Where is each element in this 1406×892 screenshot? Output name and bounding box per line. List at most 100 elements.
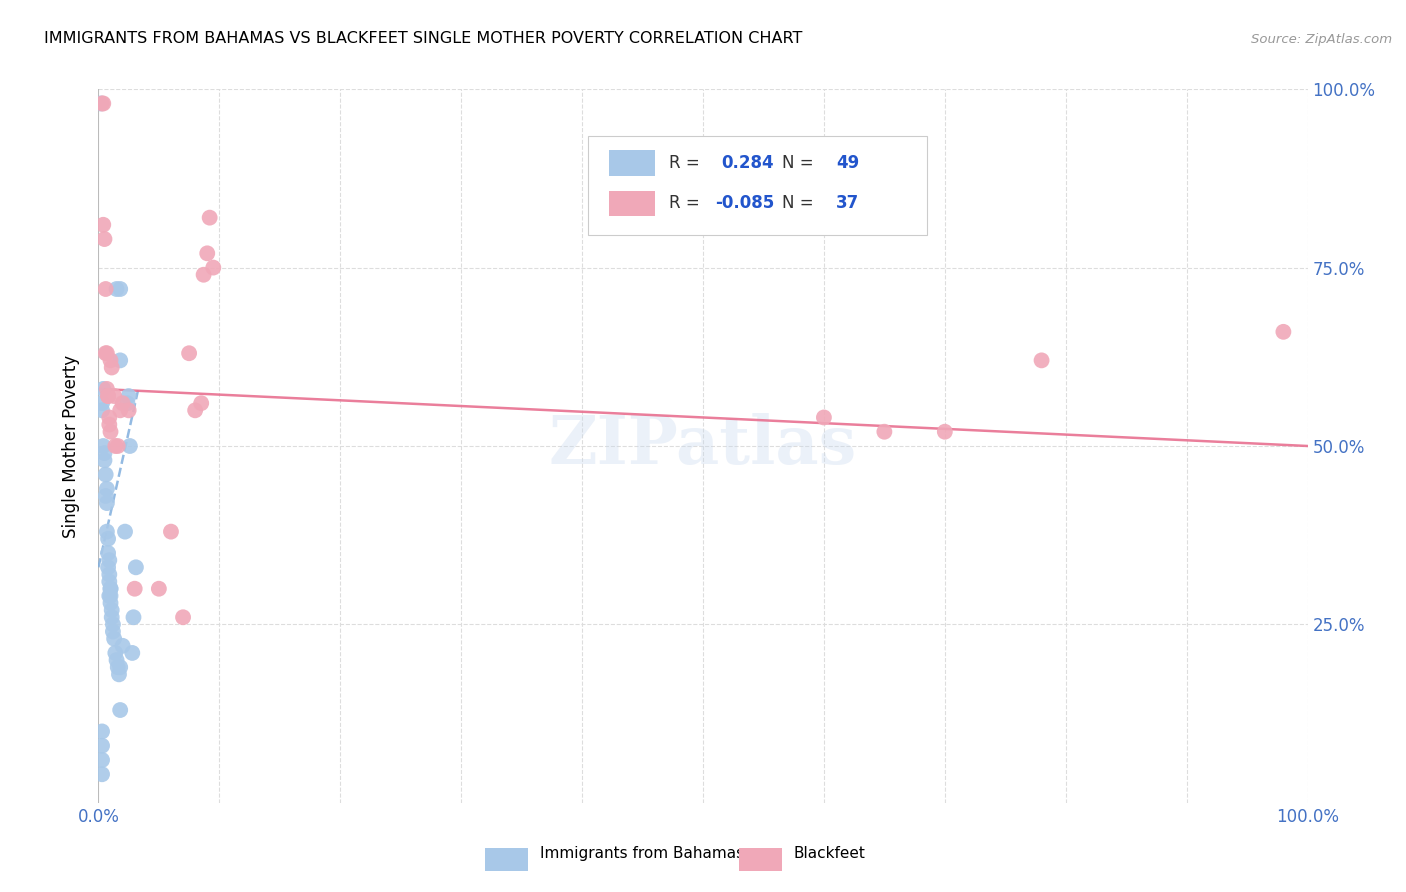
Point <box>97 560 120 574</box>
Point <box>100 425 122 439</box>
Point <box>104 646 127 660</box>
Point <box>91 439 114 453</box>
Point <box>107 439 129 453</box>
Point <box>98 553 121 567</box>
Point <box>94 346 117 360</box>
Point <box>100 582 122 596</box>
Point <box>100 582 122 596</box>
Point <box>93 446 115 460</box>
Point <box>98 574 121 589</box>
Point <box>172 610 194 624</box>
Point <box>100 589 122 603</box>
Point <box>103 632 125 646</box>
Point <box>97 389 120 403</box>
Point <box>108 660 131 674</box>
Point <box>108 703 131 717</box>
Point <box>98 410 121 425</box>
Point <box>96 382 118 396</box>
Point <box>108 403 131 417</box>
Point <box>202 260 225 275</box>
Point <box>190 396 212 410</box>
Point <box>97 532 120 546</box>
Text: ZIPatlas: ZIPatlas <box>548 414 858 478</box>
Point <box>91 767 114 781</box>
FancyBboxPatch shape <box>609 191 655 216</box>
Point <box>91 396 114 410</box>
Text: N =: N = <box>782 153 818 171</box>
Point <box>93 453 115 467</box>
Point <box>105 653 128 667</box>
Point <box>98 567 121 582</box>
Point <box>114 524 136 539</box>
Point <box>96 496 118 510</box>
Point <box>195 246 218 260</box>
Point <box>96 346 118 360</box>
Point <box>118 439 141 453</box>
Point <box>160 524 183 539</box>
Point <box>94 489 117 503</box>
Point <box>121 646 143 660</box>
Text: Immigrants from Bahamas: Immigrants from Bahamas <box>540 846 744 861</box>
Y-axis label: Single Mother Poverty: Single Mother Poverty <box>62 354 80 538</box>
Point <box>111 396 134 410</box>
Point <box>122 610 145 624</box>
FancyBboxPatch shape <box>740 847 782 871</box>
Point <box>100 353 122 368</box>
Point <box>198 211 221 225</box>
Point <box>934 425 956 439</box>
Point <box>100 596 122 610</box>
Point <box>124 582 146 596</box>
Point <box>108 282 131 296</box>
Point <box>148 582 170 596</box>
Text: 37: 37 <box>837 194 859 212</box>
Point <box>91 753 114 767</box>
Point <box>108 353 131 368</box>
Text: -0.085: -0.085 <box>716 194 775 212</box>
Text: 0.284: 0.284 <box>721 153 773 171</box>
Text: IMMIGRANTS FROM BAHAMAS VS BLACKFEET SINGLE MOTHER POVERTY CORRELATION CHART: IMMIGRANTS FROM BAHAMAS VS BLACKFEET SIN… <box>44 31 803 46</box>
Point <box>813 410 835 425</box>
Point <box>91 96 114 111</box>
Point <box>96 524 118 539</box>
Point <box>91 403 114 417</box>
Point <box>107 660 129 674</box>
Point <box>90 96 112 111</box>
Point <box>100 610 122 624</box>
Text: R =: R = <box>669 194 706 212</box>
Text: N =: N = <box>782 194 818 212</box>
Point <box>1031 353 1053 368</box>
Point <box>100 360 122 375</box>
FancyBboxPatch shape <box>485 847 527 871</box>
Point <box>105 282 128 296</box>
Point <box>108 667 131 681</box>
Point <box>184 403 207 417</box>
Point <box>91 382 114 396</box>
Point <box>117 396 139 410</box>
Text: 49: 49 <box>837 153 859 171</box>
Point <box>101 624 124 639</box>
Point <box>101 617 124 632</box>
Point <box>97 546 120 560</box>
Point <box>118 389 141 403</box>
Point <box>103 389 125 403</box>
Point <box>97 389 120 403</box>
FancyBboxPatch shape <box>588 136 927 235</box>
Point <box>98 589 121 603</box>
Point <box>118 403 141 417</box>
Point <box>104 439 127 453</box>
Point <box>179 346 201 360</box>
Point <box>91 724 114 739</box>
Text: R =: R = <box>669 153 706 171</box>
Point <box>1272 325 1295 339</box>
Point <box>873 425 896 439</box>
Point <box>96 482 118 496</box>
Point <box>91 96 114 111</box>
Point <box>125 560 148 574</box>
FancyBboxPatch shape <box>609 150 655 176</box>
Point <box>91 739 114 753</box>
Point <box>193 268 215 282</box>
Point <box>100 603 122 617</box>
Point <box>91 218 114 232</box>
Point <box>94 282 117 296</box>
Text: Source: ZipAtlas.com: Source: ZipAtlas.com <box>1251 33 1392 46</box>
